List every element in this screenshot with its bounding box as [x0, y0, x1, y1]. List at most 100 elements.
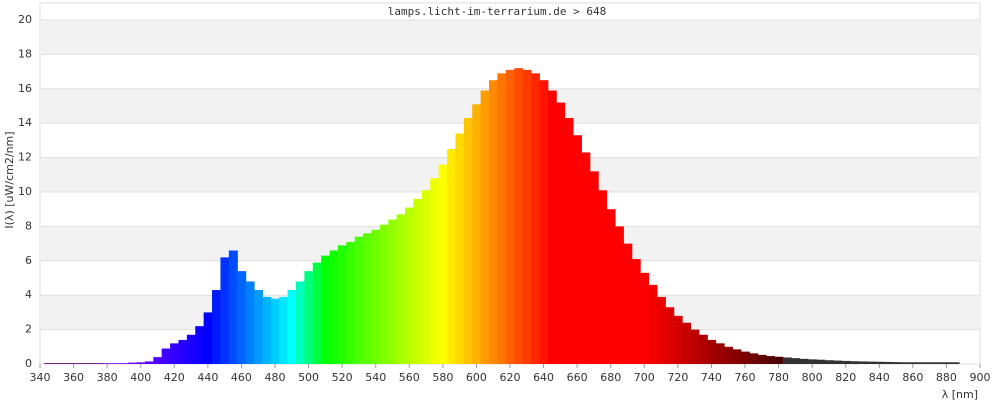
spectrum-bar: [690, 329, 700, 364]
spectrum-bar: [102, 363, 112, 364]
y-tick-label: 4: [25, 288, 32, 301]
spectrum-bar: [388, 219, 398, 364]
spectrum-bar: [371, 229, 381, 364]
spectrum-bar: [421, 190, 431, 364]
spectrum-bar: [396, 214, 406, 364]
spectrum-bar: [572, 135, 582, 364]
spectrum-bar: [52, 363, 62, 364]
chart-title: lamps.licht-im-terrarium.de > 648: [388, 5, 607, 18]
spectrum-bar: [220, 257, 230, 364]
x-tick-label: 780: [768, 371, 789, 384]
spectrum-bar: [337, 245, 347, 364]
spectrum-bar: [950, 362, 960, 364]
spectrum-bar: [522, 69, 532, 364]
spectrum-bar: [237, 271, 247, 364]
x-tick-label: 820: [835, 371, 856, 384]
x-tick-label: 420: [164, 371, 185, 384]
x-tick-label: 440: [197, 371, 218, 384]
spectrum-bar: [497, 73, 507, 364]
x-tick-label: 720: [667, 371, 688, 384]
spectrum-bar: [623, 243, 633, 364]
spectrum-bar: [715, 343, 725, 364]
spectrum-bar: [119, 363, 129, 364]
x-tick-label: 460: [231, 371, 252, 384]
x-tick-label: 880: [936, 371, 957, 384]
spectrum-bar: [757, 354, 767, 364]
x-tick-label: 380: [97, 371, 118, 384]
x-tick-label: 540: [365, 371, 386, 384]
spectrum-bar: [866, 361, 876, 364]
spectrum-bar: [891, 362, 901, 364]
spectrum-bar: [379, 224, 389, 364]
spectrum-bar: [212, 290, 222, 364]
spectrum-bar: [346, 241, 356, 364]
spectrum-bar: [539, 80, 549, 364]
x-tick-label: 500: [298, 371, 319, 384]
spectrum-bar: [405, 207, 415, 364]
spectrum-bar: [547, 90, 557, 365]
spectrum-bar: [640, 272, 650, 364]
x-tick-label: 700: [634, 371, 655, 384]
y-tick-label: 18: [18, 47, 32, 60]
spectrum-bar: [765, 356, 775, 364]
spectrum-bar: [581, 152, 591, 364]
y-tick-label: 0: [25, 357, 32, 370]
spectrum-bar: [77, 363, 87, 364]
y-tick-label: 6: [25, 254, 32, 267]
spectrum-bar: [505, 69, 515, 364]
x-tick-label: 840: [869, 371, 890, 384]
spectrum-bar: [883, 361, 893, 364]
spectrum-bar: [60, 363, 70, 364]
spectrum-bar: [480, 90, 490, 365]
spectrum-bar: [86, 363, 96, 364]
spectrum-bar: [942, 362, 952, 364]
x-tick-label: 900: [970, 371, 991, 384]
spectrum-bar: [186, 334, 196, 364]
spectrum-bar: [279, 296, 289, 364]
spectrum-bar: [312, 262, 322, 364]
x-tick-label: 640: [533, 371, 554, 384]
y-tick-label: 16: [18, 82, 32, 95]
spectrum-bar: [648, 284, 658, 364]
grid-band: [40, 20, 980, 55]
spectrum-bar: [295, 281, 305, 364]
spectrum-bar: [858, 361, 868, 364]
spectrum-bar: [598, 190, 608, 364]
spectrum-bar: [908, 362, 918, 364]
spectrum-bar: [430, 178, 440, 364]
x-axis-label: λ [nm]: [942, 388, 978, 400]
x-tick-label: 660: [567, 371, 588, 384]
x-tick-label: 680: [600, 371, 621, 384]
spectrum-bar: [799, 358, 809, 364]
spectrum-bar: [228, 250, 238, 364]
x-tick-label: 520: [332, 371, 353, 384]
spectrum-bar: [195, 326, 205, 364]
spectrum-bar: [170, 343, 180, 364]
spectrum-bar: [94, 363, 104, 364]
spectrum-bar: [698, 334, 708, 364]
y-tick-label: 10: [18, 185, 32, 198]
y-tick-label: 8: [25, 219, 32, 232]
spectrum-bar: [304, 271, 314, 364]
x-tick-label: 400: [130, 371, 151, 384]
x-tick-label: 860: [902, 371, 923, 384]
spectrum-bar: [774, 356, 784, 364]
spectrum-bar: [321, 255, 331, 364]
spectrum-bar: [69, 363, 79, 364]
x-tick-label: 800: [802, 371, 823, 384]
spectrum-bar: [849, 361, 859, 364]
y-tick-label: 20: [18, 13, 32, 26]
spectrum-bar: [455, 133, 465, 364]
spectrum-bar: [413, 198, 423, 364]
spectrum-bar: [740, 351, 750, 364]
y-tick-label: 12: [18, 151, 32, 164]
spectrum-bar: [262, 296, 272, 364]
spectrum-bar: [128, 362, 138, 364]
spectrum-bar: [631, 259, 641, 364]
spectrum-bar: [178, 339, 188, 364]
spectrum-bar: [270, 298, 280, 364]
x-tick-label: 480: [265, 371, 286, 384]
spectrum-bar: [833, 360, 843, 364]
spectrum-bar: [329, 250, 339, 364]
